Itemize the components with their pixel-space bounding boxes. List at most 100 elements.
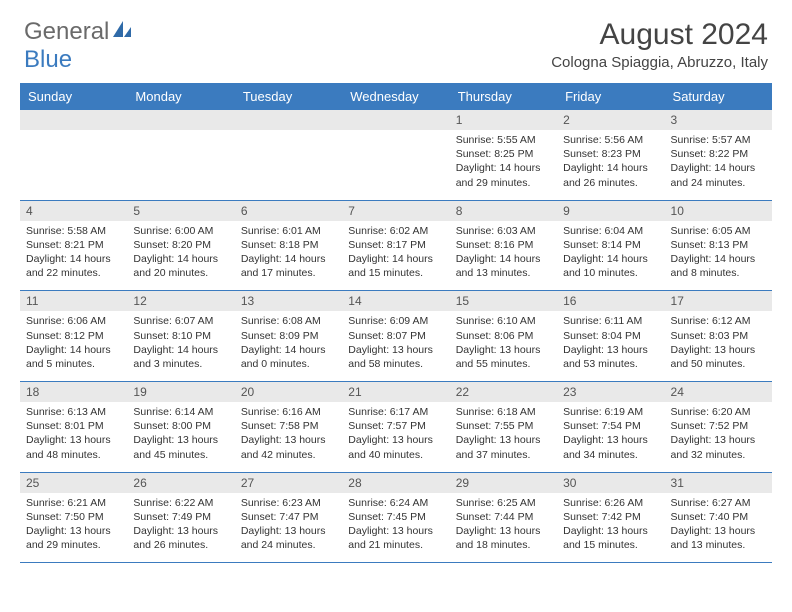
calendar-cell: 17Sunrise: 6:12 AMSunset: 8:03 PMDayligh… xyxy=(665,291,772,381)
brand-part2: Blue xyxy=(24,46,72,73)
calendar-cell: 23Sunrise: 6:19 AMSunset: 7:54 PMDayligh… xyxy=(557,382,664,472)
calendar-cell: 25 Sunrise: 6:21 AMSunset: 7:50 PMDayligh… xyxy=(20,473,127,563)
calendar-cell: 4 Sunrise: 5:58 AMSunset: 8:21 PMDaylight… xyxy=(20,201,127,291)
date-number: 25 xyxy=(20,473,127,493)
brand-logo: General xyxy=(24,18,134,46)
day-details: Sunrise: 6:03 AMSunset: 8:16 PMDaylight:… xyxy=(456,224,551,281)
date-number: 24 xyxy=(665,382,772,402)
calendar-cell xyxy=(342,110,449,200)
calendar-body: 1 Sunrise: 5:55 AMSunset: 8:25 PMDaylight… xyxy=(20,110,772,562)
weekday-label: Sunday xyxy=(20,83,127,110)
date-number: 8 xyxy=(450,201,557,221)
date-number: 27 xyxy=(235,473,342,493)
date-number: 16 xyxy=(557,291,664,311)
date-number: 12 xyxy=(127,291,234,311)
calendar-cell: 26 Sunrise: 6:22 AMSunset: 7:49 PMDayligh… xyxy=(127,473,234,563)
date-number xyxy=(235,110,342,130)
date-number: 17 xyxy=(665,291,772,311)
calendar-cell: 31 Sunrise: 6:27 AMSunset: 7:40 PMDayligh… xyxy=(665,473,772,563)
weekday-label: Tuesday xyxy=(235,83,342,110)
date-number xyxy=(20,110,127,130)
day-details: Sunrise: 6:08 AMSunset: 8:09 PMDaylight:… xyxy=(241,314,336,371)
day-details: Sunrise: 6:18 AMSunset: 7:55 PMDaylight:… xyxy=(456,405,551,462)
date-number: 5 xyxy=(127,201,234,221)
weekday-header: SundayMondayTuesdayWednesdayThursdayFrid… xyxy=(20,83,772,110)
day-details: Sunrise: 6:23 AMSunset: 7:47 PMDaylight:… xyxy=(241,496,336,553)
date-number: 22 xyxy=(450,382,557,402)
calendar-cell: 3Sunrise: 5:57 AMSunset: 8:22 PMDaylight… xyxy=(665,110,772,200)
calendar-row: 11 Sunrise: 6:06 AMSunset: 8:12 PMDayligh… xyxy=(20,290,772,381)
calendar-cell: 7 Sunrise: 6:02 AMSunset: 8:17 PMDaylight… xyxy=(342,201,449,291)
date-number: 13 xyxy=(235,291,342,311)
day-details: Sunrise: 5:55 AMSunset: 8:25 PMDaylight:… xyxy=(456,133,551,190)
date-number: 28 xyxy=(342,473,449,493)
weekday-label: Saturday xyxy=(665,83,772,110)
day-details: Sunrise: 6:21 AMSunset: 7:50 PMDaylight:… xyxy=(26,496,121,553)
day-details: Sunrise: 6:07 AMSunset: 8:10 PMDaylight:… xyxy=(133,314,228,371)
calendar: SundayMondayTuesdayWednesdayThursdayFrid… xyxy=(20,83,772,562)
calendar-cell: 24Sunrise: 6:20 AMSunset: 7:52 PMDayligh… xyxy=(665,382,772,472)
calendar-cell: 14 Sunrise: 6:09 AMSunset: 8:07 PMDayligh… xyxy=(342,291,449,381)
calendar-row: 1 Sunrise: 5:55 AMSunset: 8:25 PMDaylight… xyxy=(20,110,772,200)
date-number: 1 xyxy=(450,110,557,130)
day-details: Sunrise: 6:22 AMSunset: 7:49 PMDaylight:… xyxy=(133,496,228,553)
date-number: 14 xyxy=(342,291,449,311)
location-text: Cologna Spiaggia, Abruzzo, Italy xyxy=(551,54,768,71)
weekday-label: Friday xyxy=(557,83,664,110)
calendar-cell: 16 Sunrise: 6:11 AMSunset: 8:04 PMDayligh… xyxy=(557,291,664,381)
day-details: Sunrise: 6:27 AMSunset: 7:40 PMDaylight:… xyxy=(671,496,766,553)
date-number: 9 xyxy=(557,201,664,221)
day-details: Sunrise: 5:58 AMSunset: 8:21 PMDaylight:… xyxy=(26,224,121,281)
day-details: Sunrise: 6:14 AMSunset: 8:00 PMDaylight:… xyxy=(133,405,228,462)
calendar-cell: 6Sunrise: 6:01 AMSunset: 8:18 PMDaylight… xyxy=(235,201,342,291)
date-number: 29 xyxy=(450,473,557,493)
day-details: Sunrise: 6:19 AMSunset: 7:54 PMDaylight:… xyxy=(563,405,658,462)
weekday-label: Thursday xyxy=(450,83,557,110)
calendar-cell: 27 Sunrise: 6:23 AMSunset: 7:47 PMDayligh… xyxy=(235,473,342,563)
date-number: 20 xyxy=(235,382,342,402)
date-number: 18 xyxy=(20,382,127,402)
calendar-cell xyxy=(127,110,234,200)
date-number xyxy=(127,110,234,130)
day-details: Sunrise: 6:00 AMSunset: 8:20 PMDaylight:… xyxy=(133,224,228,281)
day-details: Sunrise: 6:24 AMSunset: 7:45 PMDaylight:… xyxy=(348,496,443,553)
sail-icon xyxy=(111,18,133,46)
date-number: 26 xyxy=(127,473,234,493)
calendar-cell: 9 Sunrise: 6:04 AMSunset: 8:14 PMDaylight… xyxy=(557,201,664,291)
brand-part1: General xyxy=(24,18,109,46)
calendar-cell: 30 Sunrise: 6:26 AMSunset: 7:42 PMDayligh… xyxy=(557,473,664,563)
date-number: 10 xyxy=(665,201,772,221)
day-details: Sunrise: 6:17 AMSunset: 7:57 PMDaylight:… xyxy=(348,405,443,462)
day-details: Sunrise: 6:05 AMSunset: 8:13 PMDaylight:… xyxy=(671,224,766,281)
calendar-cell: 2Sunrise: 5:56 AMSunset: 8:23 PMDaylight… xyxy=(557,110,664,200)
date-number: 11 xyxy=(20,291,127,311)
day-details: Sunrise: 6:02 AMSunset: 8:17 PMDaylight:… xyxy=(348,224,443,281)
month-title: August 2024 xyxy=(551,18,768,52)
date-number: 7 xyxy=(342,201,449,221)
day-details: Sunrise: 6:11 AMSunset: 8:04 PMDaylight:… xyxy=(563,314,658,371)
date-number: 4 xyxy=(20,201,127,221)
day-details: Sunrise: 6:06 AMSunset: 8:12 PMDaylight:… xyxy=(26,314,121,371)
calendar-cell: 1 Sunrise: 5:55 AMSunset: 8:25 PMDaylight… xyxy=(450,110,557,200)
date-number: 30 xyxy=(557,473,664,493)
date-number: 31 xyxy=(665,473,772,493)
calendar-cell: 19 Sunrise: 6:14 AMSunset: 8:00 PMDayligh… xyxy=(127,382,234,472)
calendar-cell: 10 Sunrise: 6:05 AMSunset: 8:13 PMDayligh… xyxy=(665,201,772,291)
calendar-cell: 21Sunrise: 6:17 AMSunset: 7:57 PMDayligh… xyxy=(342,382,449,472)
calendar-cell: 20 Sunrise: 6:16 AMSunset: 7:58 PMDayligh… xyxy=(235,382,342,472)
calendar-cell xyxy=(235,110,342,200)
day-details: Sunrise: 6:04 AMSunset: 8:14 PMDaylight:… xyxy=(563,224,658,281)
day-details: Sunrise: 5:57 AMSunset: 8:22 PMDaylight:… xyxy=(671,133,766,190)
day-details: Sunrise: 6:26 AMSunset: 7:42 PMDaylight:… xyxy=(563,496,658,553)
brand-part2-wrap: Blue xyxy=(24,46,72,74)
date-number: 19 xyxy=(127,382,234,402)
day-details: Sunrise: 6:16 AMSunset: 7:58 PMDaylight:… xyxy=(241,405,336,462)
weekday-label: Wednesday xyxy=(342,83,449,110)
date-number: 15 xyxy=(450,291,557,311)
calendar-cell: 15Sunrise: 6:10 AMSunset: 8:06 PMDayligh… xyxy=(450,291,557,381)
day-details: Sunrise: 6:09 AMSunset: 8:07 PMDaylight:… xyxy=(348,314,443,371)
page-header: General August 2024 Cologna Spiaggia, Ab… xyxy=(0,0,792,79)
day-details: Sunrise: 6:25 AMSunset: 7:44 PMDaylight:… xyxy=(456,496,551,553)
day-details: Sunrise: 5:56 AMSunset: 8:23 PMDaylight:… xyxy=(563,133,658,190)
calendar-cell: 22 Sunrise: 6:18 AMSunset: 7:55 PMDayligh… xyxy=(450,382,557,472)
